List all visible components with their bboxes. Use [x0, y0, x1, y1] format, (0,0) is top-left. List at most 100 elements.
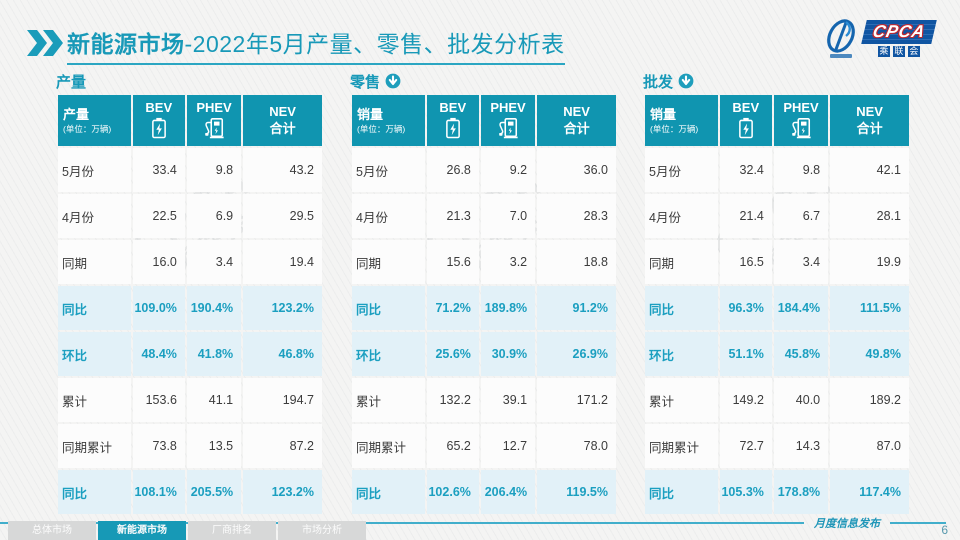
- value-cell: 9.8: [186, 148, 242, 192]
- row-label-cell: 同期累计: [352, 424, 425, 468]
- value-cell: 149.2: [719, 378, 772, 422]
- value-cell: 48.4%: [132, 332, 185, 376]
- tab-market-analysis[interactable]: 市场分析: [278, 521, 366, 540]
- row-label-cell: 累计: [645, 378, 718, 422]
- value-cell: 65.2: [426, 424, 479, 468]
- table-row: 同期 15.6 3.2 18.8: [352, 240, 616, 284]
- value-cell: 3.4: [773, 240, 829, 284]
- corner-unit: (单位：万辆): [63, 123, 112, 134]
- battery-icon: [445, 118, 460, 139]
- table-row: 5月份 33.4 9.8 43.2: [58, 148, 322, 192]
- value-cell: 29.5: [243, 194, 322, 238]
- value-cell: 9.2: [480, 148, 536, 192]
- section-title-text: 产量: [56, 73, 87, 91]
- value-cell: 13.5: [186, 424, 242, 468]
- value-cell: 105.3%: [719, 470, 772, 514]
- value-cell: 108.1%: [132, 470, 185, 514]
- value-cell: 184.4%: [773, 286, 829, 330]
- value-cell: 171.2: [537, 378, 616, 422]
- value-cell: 22.5: [132, 194, 185, 238]
- footer-rule-line: [890, 522, 946, 524]
- value-cell: 21.3: [426, 194, 479, 238]
- corner-unit: (单位：万辆): [357, 123, 406, 134]
- value-cell: 3.2: [480, 240, 536, 284]
- column-label-2: 合计: [269, 120, 296, 136]
- value-cell: 117.4%: [830, 470, 909, 514]
- value-cell: 189.2: [830, 378, 909, 422]
- row-label-cell: 环比: [352, 332, 425, 376]
- double-chevron-icon: [26, 30, 64, 61]
- value-cell: 3.4: [186, 240, 242, 284]
- table-row: 4月份 21.3 7.0 28.3: [352, 194, 616, 238]
- value-cell: 71.2%: [426, 286, 479, 330]
- value-cell: 32.4: [719, 148, 772, 192]
- page-number: 6: [941, 523, 948, 537]
- tab-nev-market[interactable]: 新能源市场: [98, 521, 186, 540]
- value-cell: 16.5: [719, 240, 772, 284]
- nev-column-header: NEV 合计: [537, 95, 616, 146]
- table-row: 同比 105.3% 178.8% 117.4%: [645, 470, 909, 514]
- cpca-logo: CPCA 乘 联 会: [822, 16, 937, 60]
- column-label: NEV: [856, 104, 883, 120]
- row-label-cell: 同比: [58, 286, 131, 330]
- column-label: PHEV: [783, 99, 819, 115]
- header-row: 产量 (单位：万辆) BEV PHEV: [58, 95, 322, 146]
- value-cell: 12.7: [480, 424, 536, 468]
- value-cell: 45.8%: [773, 332, 829, 376]
- table-row: 同期累计 73.8 13.5 87.2: [58, 424, 322, 468]
- table-row: 同期 16.0 3.4 19.4: [58, 240, 322, 284]
- value-cell: 19.4: [243, 240, 322, 284]
- row-label-cell: 同期: [58, 240, 131, 284]
- value-cell: 42.1: [830, 148, 909, 192]
- production-section-title: 产量: [56, 69, 324, 93]
- bev-column-header: BEV: [719, 95, 772, 146]
- down-arrow-icon: [385, 73, 401, 89]
- column-label: NEV: [563, 104, 590, 120]
- table-row: 5月份 32.4 9.8 42.1: [645, 148, 909, 192]
- page-title-emphasis: 新能源市场: [67, 31, 185, 57]
- value-cell: 91.2%: [537, 286, 616, 330]
- value-cell: 96.3%: [719, 286, 772, 330]
- value-cell: 7.0: [480, 194, 536, 238]
- value-cell: 19.9: [830, 240, 909, 284]
- row-label-cell: 同期累计: [645, 424, 718, 468]
- value-cell: 9.8: [773, 148, 829, 192]
- row-label-cell: 5月份: [58, 148, 131, 192]
- row-label-cell: 同比: [352, 470, 425, 514]
- value-cell: 153.6: [132, 378, 185, 422]
- tab-oem-ranking[interactable]: 厂商排名: [188, 521, 276, 540]
- table-row: 累计 132.2 39.1 171.2: [352, 378, 616, 422]
- row-label-cell: 5月份: [352, 148, 425, 192]
- wholesale-table-block: 批发 销量 (单位：万辆) BEV: [643, 69, 911, 516]
- charger-icon: [205, 118, 224, 139]
- column-label-2: 合计: [563, 120, 590, 136]
- down-arrow-icon: [678, 73, 694, 89]
- row-label-cell: 4月份: [352, 194, 425, 238]
- battery-icon: [151, 118, 166, 139]
- value-cell: 21.4: [719, 194, 772, 238]
- retail-table: 销量 (单位：万辆) BEV PHEV: [350, 93, 618, 516]
- table-row: 同比 109.0% 190.4% 123.2%: [58, 286, 322, 330]
- value-cell: 72.7: [719, 424, 772, 468]
- column-label: BEV: [439, 99, 467, 115]
- bev-column-header: BEV: [132, 95, 185, 146]
- value-cell: 26.8: [426, 148, 479, 192]
- value-cell: 49.8%: [830, 332, 909, 376]
- table-row: 同比 108.1% 205.5% 123.2%: [58, 470, 322, 514]
- corner-unit: (单位：万辆): [650, 123, 699, 134]
- cpca-sub-char: 乘: [877, 45, 890, 57]
- value-cell: 194.7: [243, 378, 322, 422]
- nev-column-header: NEV 合计: [243, 95, 322, 146]
- corner-label: 销量: [357, 107, 384, 123]
- value-cell: 39.1: [480, 378, 536, 422]
- table-row: 同期累计 72.7 14.3 87.0: [645, 424, 909, 468]
- wholesale-table: 销量 (单位：万辆) BEV PHEV: [643, 93, 911, 516]
- section-title-text: 零售: [350, 73, 381, 91]
- row-label-cell: 同比: [352, 286, 425, 330]
- cpca-brand-sub: 乘 联 会: [864, 45, 934, 57]
- column-label: PHEV: [196, 99, 232, 115]
- tab-overall-market[interactable]: 总体市场: [8, 521, 96, 540]
- row-label-cell: 同比: [58, 470, 131, 514]
- row-label-cell: 累计: [58, 378, 131, 422]
- production-table-block: 产量 产量 (单位：万辆) BEV: [56, 69, 324, 516]
